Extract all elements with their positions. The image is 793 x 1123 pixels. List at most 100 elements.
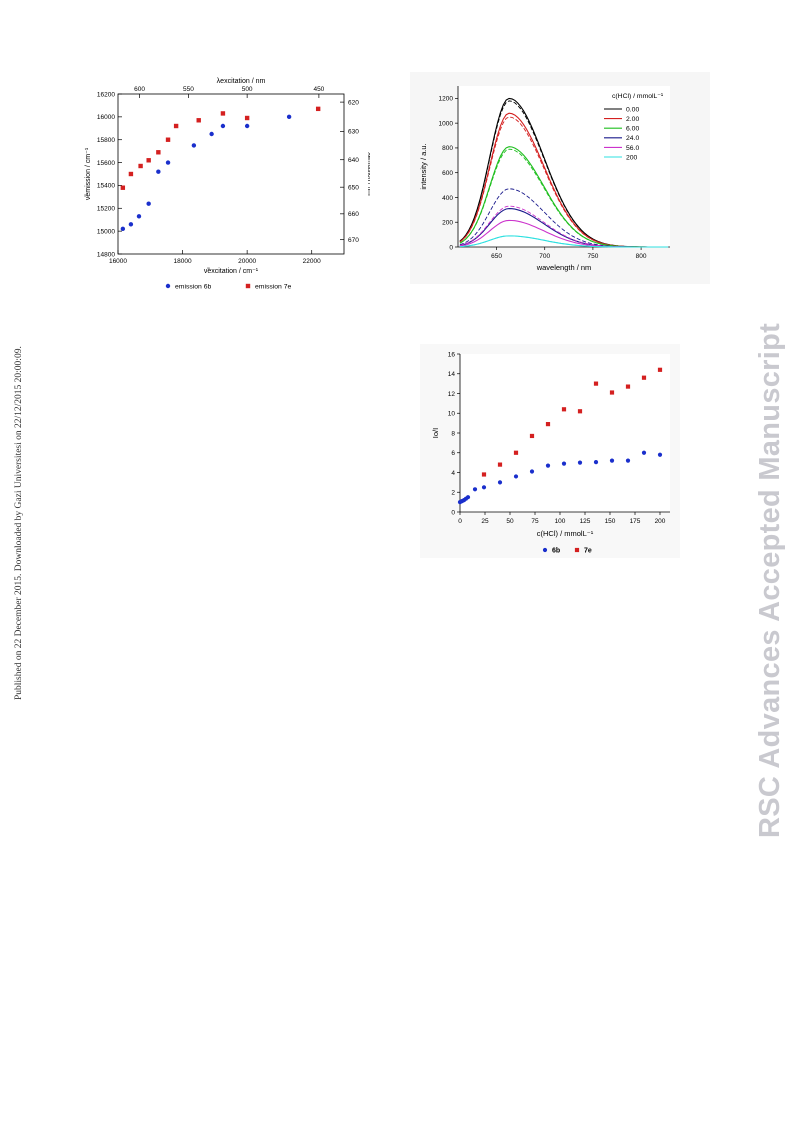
x2-tick-label: 450 [313,86,324,93]
y-tick-label: 0 [449,244,453,251]
plot-area [460,354,670,512]
y-tick-label: 16200 [97,91,115,98]
data-point-emission-6b [165,160,171,165]
x-axis-label: c(HCl) / mmolL⁻¹ [537,529,594,538]
data-point-6b [657,452,663,457]
y-tick-label: 0 [451,509,455,516]
x-tick-label: 100 [555,518,566,525]
data-point-6b [545,463,551,468]
data-point-7e [657,367,663,372]
x-tick-label: 175 [630,518,641,525]
legend-label: 0.00 [626,106,639,113]
data-point-emission-7e [244,115,250,121]
data-point-emission-7e [315,106,321,112]
data-point-emission-6b [244,123,250,129]
x-axis-label: wavelength / nm [536,263,592,272]
legend-marker [542,547,548,553]
data-point-7e [609,390,615,395]
plot-frame [117,93,345,255]
data-point-7e [593,381,599,386]
data-point-6b [529,469,535,474]
y-axis-label: ν̃emission / cm⁻¹ [85,147,92,200]
chart-intensity-spectra: 650 700 750 800 0 200 400 600 800 1000 1200 wavelen… [419,86,670,272]
x-tick-label: 650 [491,253,502,260]
x-tick-label: 75 [531,518,539,525]
legend-label: emission 6b [175,283,211,290]
y-tick-label: 15600 [97,160,115,167]
x2-tick-label: 500 [242,86,253,93]
x2-axis-label: λexcitation / nm [217,78,266,85]
y2-tick-label: 620 [348,99,359,106]
data-point-emission-6b [220,123,226,129]
y-tick-label: 15000 [97,228,115,235]
data-point-7e [577,409,583,414]
legend-title: c(HCl) / mmolL⁻¹ [612,93,664,100]
legend-label: 6.00 [626,126,639,133]
y-tick-label: 8 [451,430,455,437]
data-point-emission-6b [136,214,142,219]
data-point-6b [481,485,487,490]
y-tick-label: 14800 [97,251,115,258]
spectrum-solid-200 [459,235,669,248]
download-note-text: Published on 22 December 2015. Downloade… [14,346,24,700]
data-point-emission-7e [165,137,171,142]
figure-intensity-spectra: 650 700 750 800 0 200 400 600 800 1000 1200 wavelen… [410,72,710,284]
y-tick-label: 2 [451,490,455,497]
y-tick-label: 400 [442,195,453,202]
y2-tick-label: 660 [348,211,359,218]
chart-emission-vs-excitation: 16000 18000 20000 22000 14800 15000 15200 15400… [85,78,373,290]
data-point-emission-7e [196,118,201,123]
data-point-6b [513,474,519,479]
x-tick-label: 22000 [303,258,321,265]
legend-label: 7e [584,547,592,554]
x-tick-label: 125 [580,518,591,525]
data-point-6b [561,461,567,466]
data-point-6b [497,480,503,485]
legend-label: emission 7e [255,283,291,290]
data-point-7e [545,422,551,427]
x2-tick-label: 550 [183,86,194,93]
figure-emission-vs-excitation: 16000 18000 20000 22000 14800 15000 15200 15400… [80,72,373,312]
x-tick-label: 20000 [238,258,256,265]
data-point-7e [641,375,647,380]
data-point-emission-6b [156,169,161,174]
x-tick-label: 800 [636,253,647,260]
legend-label: 6b [552,547,560,554]
chart-io-i-vs-hcl: 0 25 50 75 100 125 150 175 200 0 2 4 6 8 10 12 14 16 c(HCl… [431,351,670,554]
legend-label: 56.0 [626,145,639,152]
data-point-emission-7e [173,123,179,129]
y-tick-label: 200 [442,220,453,227]
data-point-emission-7e [146,158,151,163]
data-point-emission-6b [286,114,292,120]
data-point-6b [472,487,478,492]
y-axis-label: Io/I [431,428,440,438]
y-tick-label: 10 [448,411,456,418]
data-point-6b [609,458,615,463]
data-point-6b [577,460,583,465]
legend-label: 2.00 [626,116,639,123]
y2-tick-label: 640 [348,157,359,164]
y-axis-label: intensity / a.u. [419,143,428,189]
data-point-7e [513,450,519,455]
data-point-6b [593,460,599,465]
y-tick-label: 1000 [439,120,454,127]
data-point-emission-6b [120,226,126,232]
legend-label: 24.0 [626,135,639,142]
data-point-7e [497,462,503,467]
y-tick-label: 12 [448,391,456,398]
data-point-7e [529,433,535,439]
y-tick-label: 16 [448,351,456,358]
x-tick-label: 50 [506,518,514,525]
y-tick-label: 4 [451,470,455,477]
x-tick-label: 25 [481,518,489,525]
data-point-emission-6b [128,222,134,227]
y2-axis-label: λemission / nm [366,152,370,195]
data-point-emission-7e [138,163,143,169]
y-tick-label: 16000 [97,114,115,121]
legend-marker [245,283,251,289]
data-point-emission-7e [156,150,161,155]
y-tick-label: 600 [442,170,453,177]
data-point-emission-6b [209,131,214,137]
y2-tick-label: 650 [348,184,359,191]
x-tick-label: 700 [539,253,550,260]
